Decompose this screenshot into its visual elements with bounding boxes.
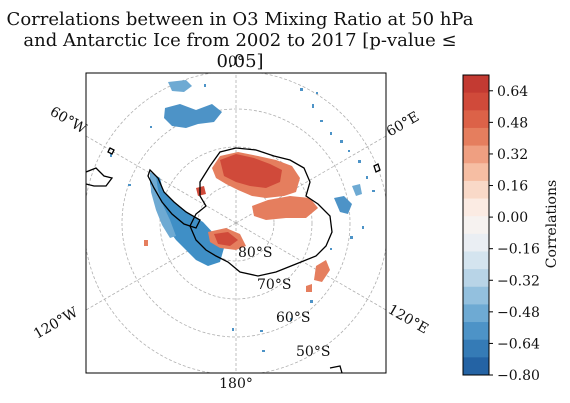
coastlines: [86, 147, 381, 373]
colorbar-ticks: 0.64 0.48 0.32 0.16 0.00 −0.16 −0.32 −0.48 −0.64…: [489, 84, 540, 384]
red-region-small-3: [306, 284, 312, 292]
island-coastline-1: [107, 147, 115, 155]
blue-speckles: [110, 84, 375, 352]
red-region-pacific-east: [314, 260, 330, 282]
lon-label-120w: 120°W: [31, 304, 81, 342]
meridian-60e: [235, 135, 386, 224]
lat-label-50s: 50°S: [296, 344, 330, 360]
figure-title-line-1: Correlations between in O3 Mixing Ratio …: [6, 9, 474, 30]
red-region-small-1: [196, 186, 206, 196]
map-panel: 80°S 70°S 60°S 50°S: [86, 73, 386, 373]
colorbar-segment: [463, 110, 489, 129]
meridian-120e: [235, 222, 386, 311]
colorbar-segment: [463, 75, 489, 94]
colorbar-segment: [463, 127, 489, 147]
colorbar-tick-label: 0.48: [497, 115, 528, 131]
colorbar-frame: [462, 74, 490, 376]
colorbar-segment: [463, 286, 489, 305]
colorbar-segment: [463, 304, 489, 323]
colorbar-segment: [463, 198, 489, 217]
map-frame: [85, 72, 387, 374]
lon-label-60w: 60°W: [47, 104, 89, 138]
blue-region-weddell-north: [164, 104, 222, 128]
antarctic-peninsula-coastline: [147, 168, 201, 229]
lat-circle-60s: [121, 108, 351, 338]
red-region-east-antarctica-core: [220, 154, 282, 188]
island-coastline-3: [329, 365, 343, 373]
negative-correlation-areas: [110, 80, 375, 352]
meridian-120w: [86, 222, 237, 311]
island-coastline-2: [373, 163, 381, 173]
colorbar-segment: [463, 322, 489, 341]
red-region-ross-core: [214, 232, 238, 246]
colorbar-segment: [463, 216, 489, 235]
colorbar-tick-label: −0.64: [497, 336, 540, 352]
colorbar-tick-label: 0.00: [497, 210, 528, 226]
colorbar-tick-label: −0.80: [497, 368, 540, 384]
lat-circle-80s: [197, 184, 275, 262]
lon-label-120e: 120°E: [385, 302, 431, 338]
red-region-east-interior: [252, 196, 318, 220]
colorbar-tick-label: 0.64: [497, 84, 528, 100]
blue-region-east: [334, 196, 352, 214]
antarctica-coastline: [189, 147, 333, 277]
graticule: [86, 73, 386, 373]
colorbar-tick-label: −0.32: [497, 273, 540, 289]
colorbar-segment: [463, 233, 489, 252]
colorbar-label: Correlations: [544, 180, 560, 268]
lat-label-70s: 70°S: [257, 277, 291, 293]
lon-label-180: 180°: [219, 376, 253, 392]
colorbar-segment: [463, 163, 489, 182]
red-region-small-2: [144, 240, 148, 246]
colorbar-segment: [463, 339, 489, 358]
blue-region-peninsula-edge: [150, 172, 176, 238]
colorbar-segment: [463, 180, 489, 200]
lat-label-60s: 60°S: [276, 310, 310, 326]
colorbar: [462, 74, 490, 376]
colorbar-segment: [463, 145, 489, 164]
south-america-coastline: [86, 167, 114, 187]
meridian-60w: [86, 135, 237, 224]
figure-title-line-2: and Antarctic Ice from 2002 to 2017 [p-v…: [23, 30, 457, 72]
blue-region-east-2: [352, 184, 362, 196]
colorbar-tick-label: 0.32: [497, 147, 528, 163]
lon-label-0: 0°: [228, 54, 244, 70]
colorbar-segment: [463, 269, 489, 288]
positive-correlation-areas: [144, 152, 330, 292]
blue-region-antarctic-peninsula: [150, 172, 224, 266]
colorbar-tick-label: 0.16: [497, 179, 528, 195]
colorbar-tick-label: −0.48: [497, 305, 540, 321]
lat-label-80s: 80°S: [238, 245, 272, 261]
blue-region-weddell-north-2: [168, 80, 192, 92]
colorbar-tick-label: −0.16: [497, 242, 540, 258]
colorbar-segment: [463, 357, 489, 376]
colorbar-segment: [463, 251, 489, 270]
colorbar-segment: [463, 92, 489, 111]
lon-label-60e: 60°E: [384, 109, 422, 140]
